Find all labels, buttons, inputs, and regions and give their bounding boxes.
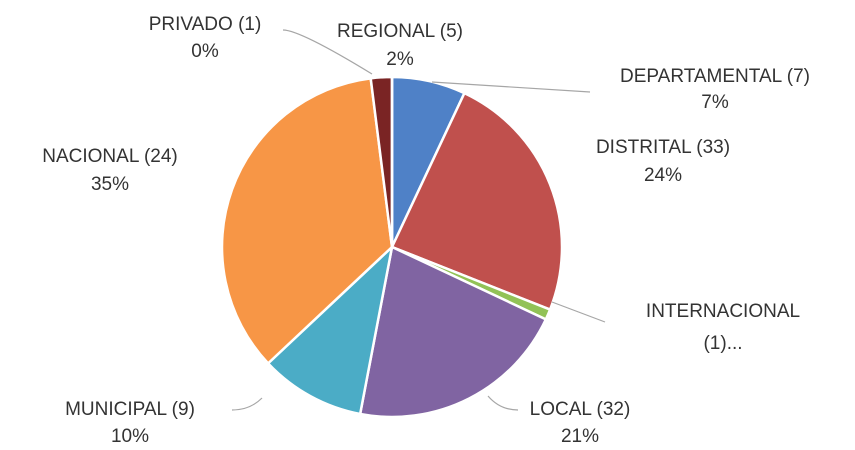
slice-label: NACIONAL (24) <box>42 146 178 167</box>
slice-label: DISTRITAL (33) <box>596 137 730 158</box>
leader-line <box>551 301 606 323</box>
slice-label: LOCAL (32) <box>530 399 631 420</box>
slice-label: INTERNACIONAL <box>646 301 800 322</box>
leader-line <box>487 395 519 411</box>
slice-value-label: (1)... <box>703 333 742 354</box>
pie-slice <box>390 91 564 312</box>
slice-value-label: 0% <box>191 41 219 62</box>
slice-value-label: 24% <box>644 165 682 186</box>
leader-line <box>282 29 373 75</box>
leader-line <box>431 81 591 93</box>
leader-line <box>231 397 263 411</box>
slice-value-label: 7% <box>701 92 729 113</box>
pie-slice <box>220 76 394 366</box>
slice-value-label: 10% <box>111 426 149 447</box>
pie-slice <box>358 245 548 419</box>
slice-label: DEPARTAMENTAL (7) <box>620 66 810 87</box>
slice-value-label: 2% <box>386 49 414 70</box>
slice-label: REGIONAL (5) <box>337 21 463 42</box>
pie-slice <box>266 243 394 416</box>
slice-label: PRIVADO (1) <box>149 14 262 35</box>
slice-value-label: 21% <box>561 426 599 447</box>
slice-label: MUNICIPAL (9) <box>65 399 195 420</box>
slice-value-label: 35% <box>91 174 129 195</box>
